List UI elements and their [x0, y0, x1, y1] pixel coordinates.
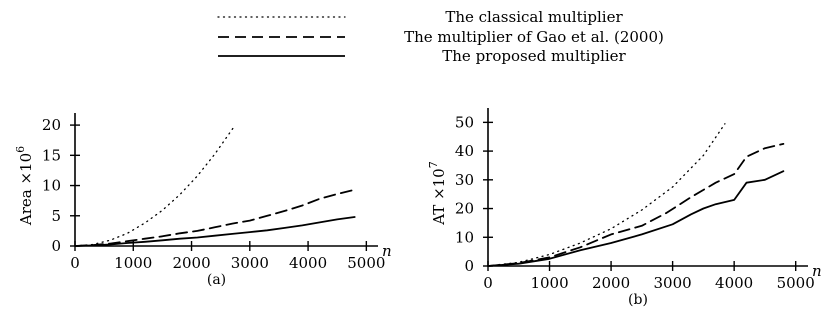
legend: The classical multiplier The multiplier … — [217, 8, 664, 65]
y-tick-label: 50 — [455, 113, 474, 131]
y-axis-label: Area ×106 — [14, 146, 35, 226]
chart-panel-b: 0 1000 2000 3000 4000 5000 0 10 20 30 40 50 n AT ×107… — [427, 108, 822, 308]
legend-label-gao: The multiplier of Gao et al. (2000) — [404, 28, 664, 46]
x-axis-label: n — [382, 242, 392, 260]
y-tick-label: 0 — [51, 237, 61, 255]
x-tick-label: 0 — [483, 274, 493, 292]
x-axis-label: n — [812, 262, 822, 280]
series-line-dashed — [74, 188, 356, 247]
y-tick-label: 20 — [455, 200, 474, 218]
x-tick-label: 4000 — [715, 274, 753, 292]
series-line-dashed — [487, 142, 785, 267]
y-tick-label: 20 — [42, 116, 61, 134]
y-tick-label: 10 — [455, 228, 474, 246]
y-tick-label: 15 — [42, 146, 61, 164]
y-axis-label: AT ×107 — [427, 161, 448, 225]
x-tick-label: 2000 — [172, 254, 210, 272]
x-tick-label: 3000 — [654, 274, 692, 292]
x-tick-label: 0 — [70, 254, 80, 272]
x-tick-label: 1000 — [114, 254, 152, 272]
y-tick-label: 30 — [455, 171, 474, 189]
series-line-solid — [74, 216, 356, 247]
x-tick-label: 5000 — [777, 274, 815, 292]
x-tick-label: 1000 — [530, 274, 568, 292]
legend-label-proposed: The proposed multiplier — [442, 47, 626, 65]
legend-label-classical: The classical multiplier — [445, 8, 623, 26]
y-tick-label: 0 — [464, 257, 474, 275]
y-tick-label: 40 — [455, 142, 474, 160]
x-tick-label: 3000 — [231, 254, 269, 272]
y-tick-label: 10 — [42, 177, 61, 195]
x-tick-label: 4000 — [289, 254, 327, 272]
panel-caption: (a) — [207, 272, 226, 288]
x-tick-label: 5000 — [347, 254, 385, 272]
y-tick-label: 5 — [51, 207, 61, 225]
chart-panel-a: 0 1000 2000 3000 4000 5000 0 5 10 15 20 n Area ×106 (… — [14, 113, 392, 288]
panel-caption: (b) — [628, 292, 648, 308]
series-line-dotted — [74, 124, 236, 247]
x-tick-label: 2000 — [592, 274, 630, 292]
series-line-solid — [487, 170, 785, 267]
